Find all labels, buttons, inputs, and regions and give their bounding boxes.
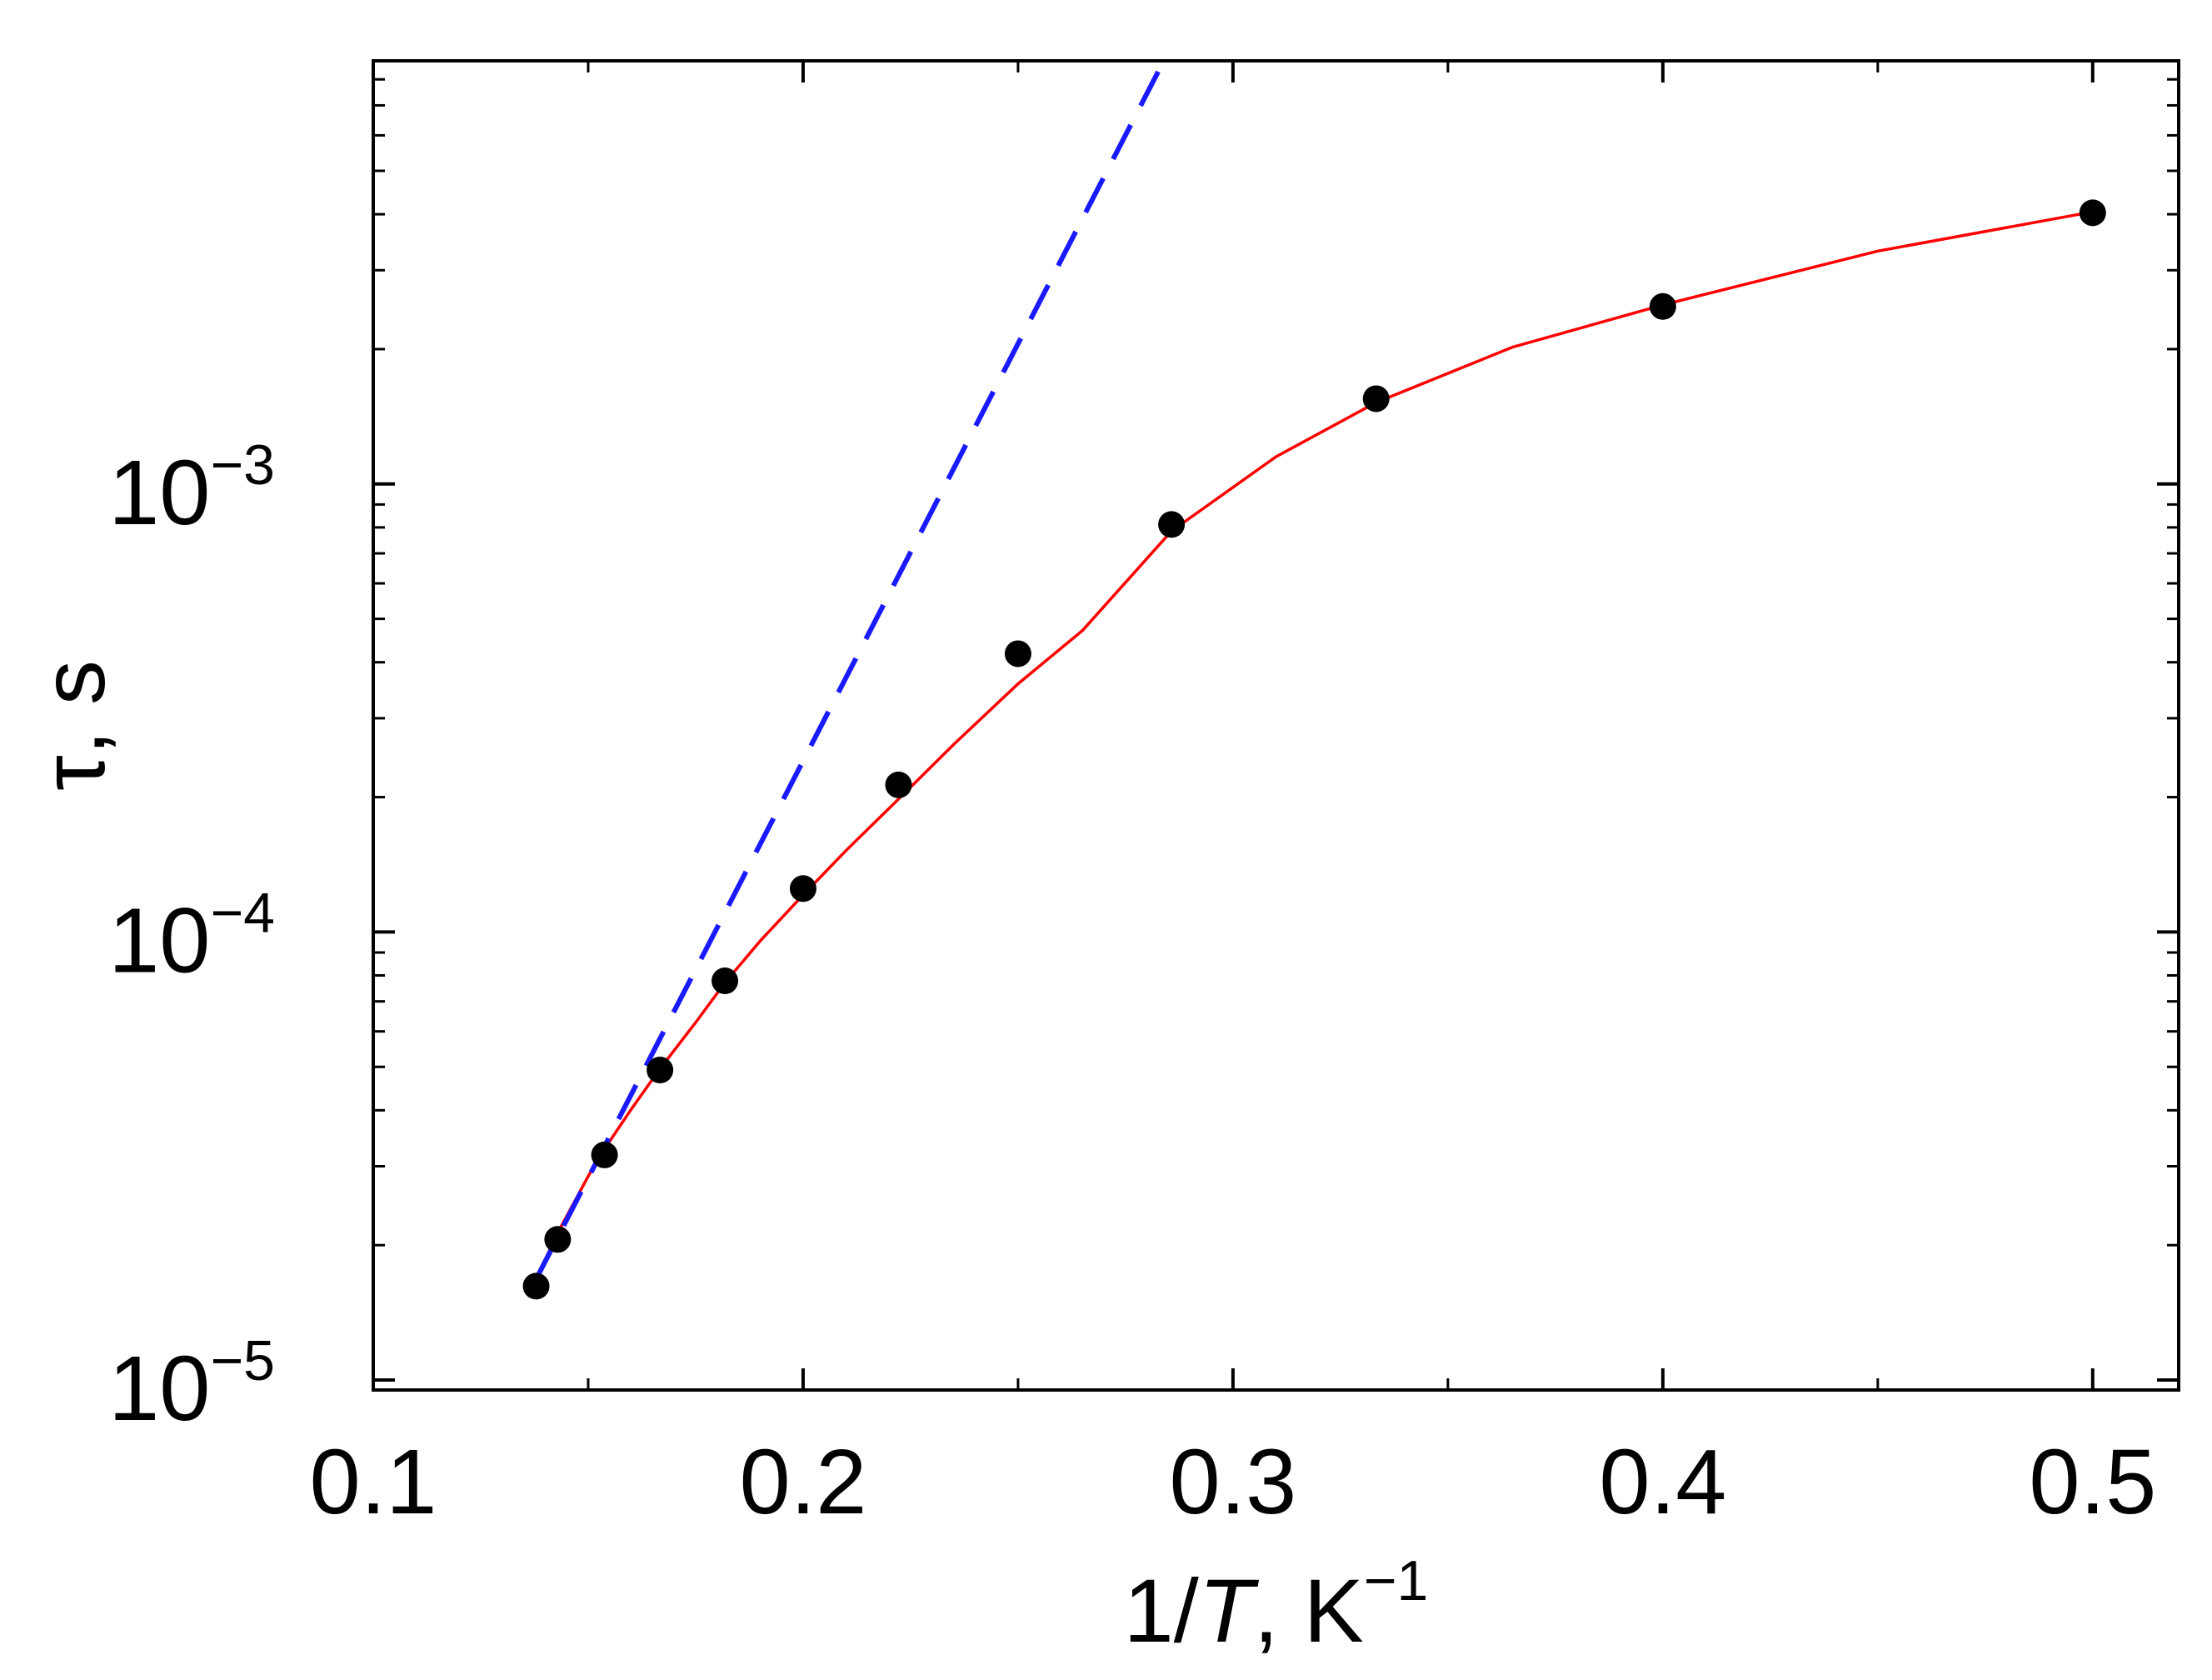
data-point bbox=[885, 771, 912, 798]
x-tick-label: 0.5 bbox=[2029, 1431, 2156, 1533]
data-point bbox=[2079, 199, 2106, 227]
y-tick-label: 10−3 bbox=[108, 433, 275, 544]
data-point bbox=[647, 1057, 674, 1084]
data-point bbox=[712, 968, 739, 995]
x-tick-label: 0.4 bbox=[1599, 1431, 1726, 1533]
data-point bbox=[1004, 640, 1031, 668]
x-tick-label: 0.1 bbox=[310, 1431, 437, 1533]
x-tick-label: 0.2 bbox=[739, 1431, 866, 1533]
y-axis-title: τ, s bbox=[22, 660, 123, 791]
x-axis-title: 1/T, K−1 bbox=[1124, 1549, 1429, 1661]
y-tick-label: 10−5 bbox=[108, 1329, 275, 1440]
fit-curve bbox=[534, 210, 2094, 1280]
data-point bbox=[1362, 385, 1390, 412]
arrhenius-line bbox=[533, 59, 1166, 1281]
x-tick-label: 0.3 bbox=[1169, 1431, 1296, 1533]
data-point bbox=[522, 1272, 550, 1300]
plot-frame bbox=[372, 59, 2180, 1392]
data-point bbox=[591, 1141, 618, 1168]
data-point bbox=[789, 875, 816, 902]
data-point bbox=[1158, 511, 1186, 538]
data-point bbox=[544, 1226, 572, 1253]
data-point bbox=[1649, 292, 1676, 320]
y-tick-label: 10−4 bbox=[108, 881, 275, 992]
